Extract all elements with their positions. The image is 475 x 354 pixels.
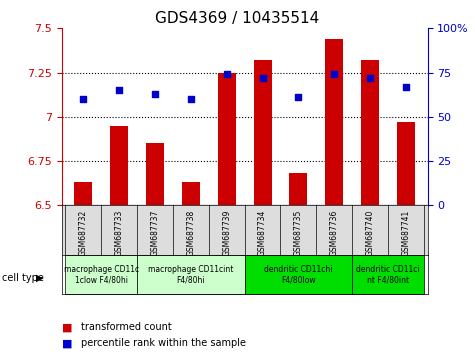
Text: dendritic CD11chi
F4/80low: dendritic CD11chi F4/80low: [264, 265, 332, 284]
Text: percentile rank within the sample: percentile rank within the sample: [81, 338, 246, 348]
Bar: [110, 126, 128, 205]
Point: [79, 96, 87, 102]
Point: [331, 72, 338, 77]
Text: GSM687732: GSM687732: [79, 209, 88, 256]
Bar: [137, 255, 245, 294]
Text: macrophage CD11c
1clow F4/80hi: macrophage CD11c 1clow F4/80hi: [64, 265, 139, 284]
Bar: [218, 73, 236, 205]
Bar: [397, 122, 415, 205]
Point: [402, 84, 410, 90]
Point: [366, 75, 374, 81]
Bar: [146, 143, 164, 205]
Point: [187, 96, 195, 102]
Text: GSM687737: GSM687737: [151, 209, 160, 256]
Text: macrophage CD11cint
F4/80hi: macrophage CD11cint F4/80hi: [148, 265, 234, 284]
Text: GSM687741: GSM687741: [401, 209, 410, 256]
Text: dendritic CD11ci
nt F4/80int: dendritic CD11ci nt F4/80int: [356, 265, 420, 284]
Bar: [74, 182, 92, 205]
Bar: [325, 39, 343, 205]
Bar: [352, 255, 424, 294]
Point: [151, 91, 159, 97]
Bar: [182, 182, 200, 205]
Text: ■: ■: [62, 322, 72, 332]
Point: [115, 87, 123, 93]
Point: [223, 72, 230, 77]
Text: GSM687740: GSM687740: [366, 209, 375, 256]
Bar: [361, 60, 379, 205]
Bar: [254, 60, 272, 205]
Text: transformed count: transformed count: [81, 322, 171, 332]
Text: GSM687733: GSM687733: [114, 209, 124, 256]
Text: GSM687734: GSM687734: [258, 209, 267, 256]
Point: [294, 95, 302, 100]
Text: ■: ■: [62, 338, 72, 348]
Text: GSM687736: GSM687736: [330, 209, 339, 256]
Text: cell type: cell type: [2, 273, 44, 283]
Text: GSM687738: GSM687738: [186, 209, 195, 256]
Bar: [66, 255, 137, 294]
Text: ▶: ▶: [36, 273, 43, 283]
Text: GSM687735: GSM687735: [294, 209, 303, 256]
Point: [259, 75, 266, 81]
Bar: [245, 255, 352, 294]
Text: GSM687739: GSM687739: [222, 209, 231, 256]
Text: GDS4369 / 10435514: GDS4369 / 10435514: [155, 11, 320, 25]
Bar: [289, 173, 307, 205]
